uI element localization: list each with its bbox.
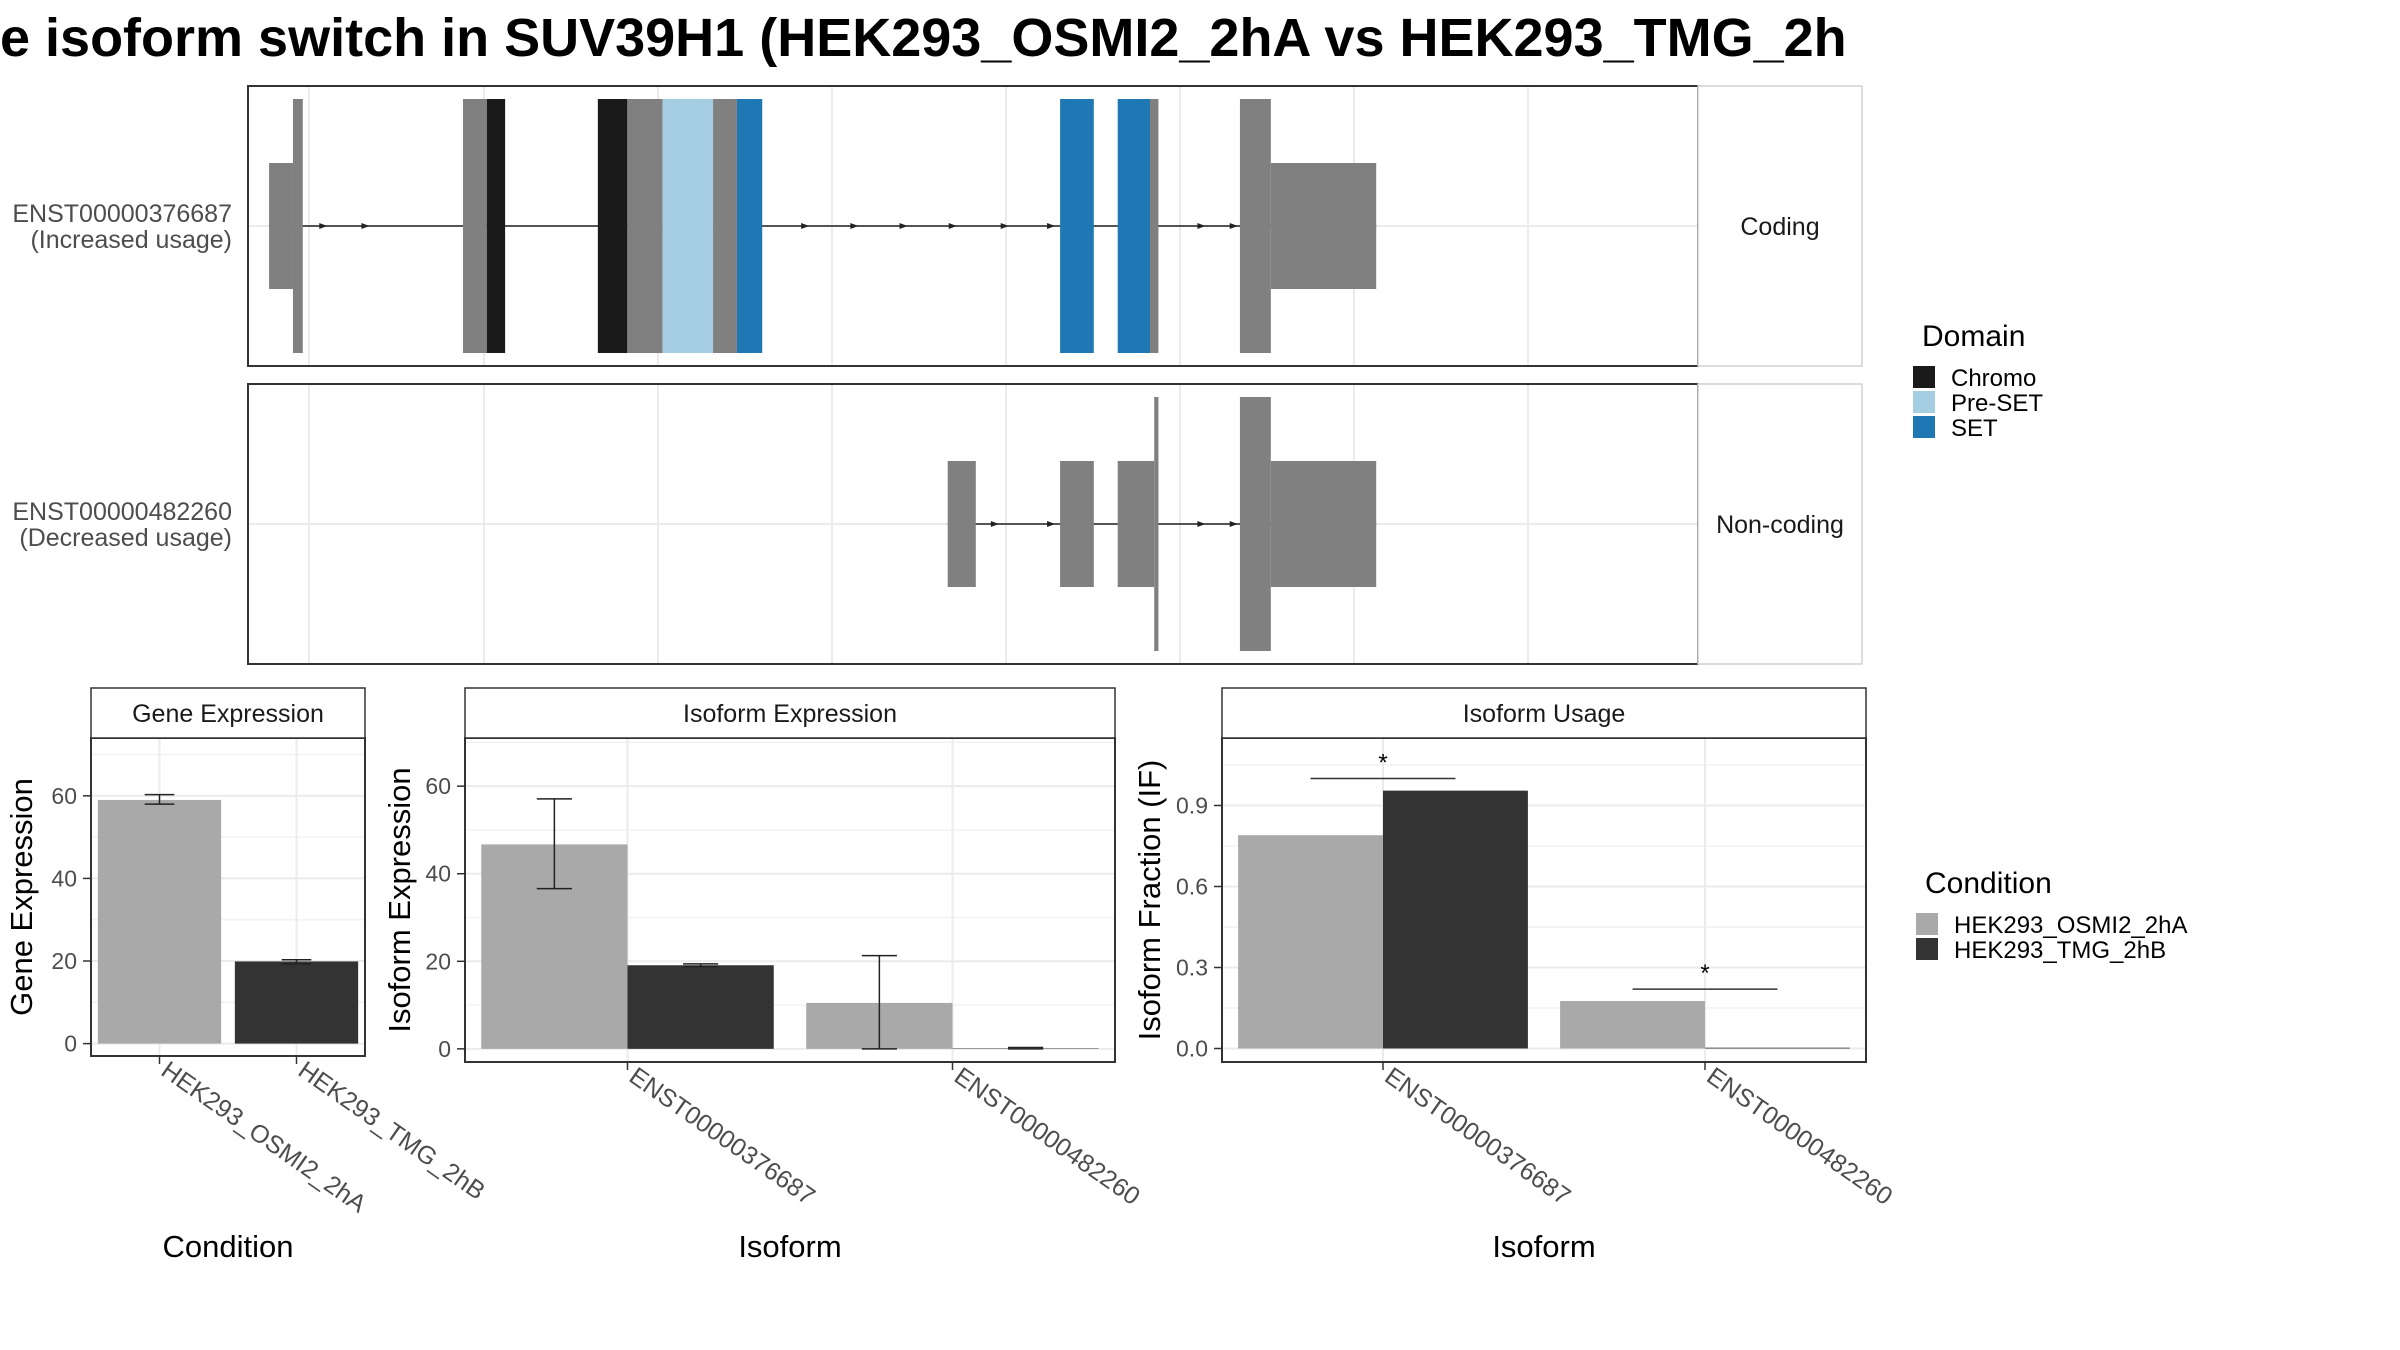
transcript-usage-label: (Decreased usage) — [19, 524, 232, 552]
x-tick-label: ENST00000376687 — [624, 1062, 820, 1211]
intron-arrow — [850, 223, 859, 229]
legend-label-chromo: Chromo — [1951, 365, 2036, 392]
x-axis-title: Condition — [163, 1229, 294, 1264]
gene-expression-chart: Gene Expression0204060HEK293_OSMI2_2hAHE… — [4, 687, 490, 1264]
y-tick-label: 20 — [425, 948, 451, 974]
y-tick-label: 20 — [51, 948, 77, 974]
intron-arrow — [1229, 223, 1238, 229]
y-tick-label: 0.6 — [1176, 874, 1208, 900]
legend-key-osmi2 — [1916, 913, 1938, 935]
exon — [713, 99, 737, 353]
facet-strip — [464, 687, 1116, 739]
bar — [1238, 835, 1383, 1049]
facet-label: Coding — [1740, 213, 1819, 241]
legend-label-preset: Pre-SET — [1951, 390, 2043, 417]
exon-domain-set — [736, 99, 763, 353]
y-tick-label: 0.3 — [1176, 955, 1208, 981]
exon-domain-preset — [662, 99, 714, 353]
y-axis-title: Gene Expression — [4, 778, 39, 1016]
facet-strip — [1697, 85, 1863, 367]
bar — [1560, 1000, 1705, 1049]
exon — [1154, 397, 1159, 651]
domain-legend: Domain Chromo Pre-SET SET — [1913, 320, 2043, 442]
intron-arrow — [1047, 521, 1056, 527]
x-tick-label: ENST00000482260 — [949, 1062, 1145, 1211]
chart-title: Gene Expression — [132, 700, 324, 728]
transcript-id-label: ENST00000376687 — [12, 200, 232, 228]
significance-marker: * — [1700, 960, 1709, 987]
exon — [1270, 461, 1377, 587]
legend-label-tmg: HEK293_TMG_2hB — [1954, 937, 2166, 964]
bar — [627, 965, 774, 1049]
intron-arrow — [1000, 223, 1009, 229]
bar — [97, 799, 222, 1044]
intron-arrow — [1229, 521, 1238, 527]
transcript-structure-panel: Coding ENST00000376687(Increased usage) No… — [12, 85, 1863, 665]
y-tick-label: 0.9 — [1176, 793, 1208, 819]
exon — [269, 163, 293, 289]
intron-arrow — [361, 223, 370, 229]
intron-arrow — [319, 223, 328, 229]
figure-title: e isoform switch in SUV39H1 (HEK293_OSMI… — [0, 8, 1847, 68]
isoform-usage-chart: * * Isoform Usage 0.0 0.3 0.6 0.9 ENST000003766… — [1132, 687, 1898, 1264]
x-tick-label: ENST00000482260 — [1702, 1062, 1898, 1211]
y-tick-label: 40 — [51, 865, 77, 891]
exon — [1239, 99, 1271, 353]
y-tick-label: 40 — [425, 861, 451, 887]
facet-strip — [1221, 687, 1867, 739]
condition-legend-title: Condition — [1925, 867, 2052, 900]
facet-strip — [1697, 383, 1863, 665]
y-axis-title: Isoform Fraction (IF) — [1132, 760, 1167, 1041]
intron-arrow — [1047, 223, 1056, 229]
exon — [1239, 397, 1271, 651]
transcript-usage-label: (Increased usage) — [30, 226, 232, 254]
isoform-expression-chart: Isoform Expression 0 20 40 60 ENST00000376687… — [382, 687, 1145, 1264]
exon — [627, 99, 663, 353]
bar — [234, 961, 359, 1044]
exon — [1117, 461, 1155, 587]
condition-legend: Condition HEK293_OSMI2_2hA HEK293_TMG_2h… — [1916, 867, 2187, 964]
exon-domain-set — [1117, 99, 1151, 353]
bar — [1705, 1047, 1850, 1049]
legend-key-tmg — [1916, 938, 1938, 960]
y-axis-title: Isoform Expression — [382, 767, 417, 1032]
domain-legend-title: Domain — [1922, 320, 2025, 353]
facet-label: Non-coding — [1716, 511, 1844, 539]
y-tick-label: 0 — [64, 1031, 77, 1057]
exon — [947, 461, 976, 587]
y-tick-label: 60 — [425, 773, 451, 799]
y-tick-label: 0 — [438, 1036, 451, 1062]
exon-domain-chromo — [597, 99, 628, 353]
transcript-id-label: ENST00000482260 — [12, 498, 232, 526]
x-axis-title: Isoform — [738, 1229, 841, 1264]
exon — [292, 99, 303, 353]
legend-key-chromo — [1913, 366, 1935, 388]
legend-label-set: SET — [1951, 415, 1998, 442]
y-tick-label: 0.0 — [1176, 1036, 1208, 1062]
legend-key-preset — [1913, 391, 1935, 413]
exon — [462, 99, 487, 353]
significance-marker: * — [1378, 750, 1387, 777]
exon-domain-set — [1060, 99, 1094, 353]
exon — [1060, 461, 1094, 587]
y-tick-label: 60 — [51, 783, 77, 809]
legend-key-set — [1913, 416, 1935, 438]
intron-arrow — [1197, 521, 1206, 527]
intron-arrow — [990, 521, 999, 527]
exon — [1270, 163, 1377, 289]
intron-arrow — [899, 223, 908, 229]
chart-title: Isoform Usage — [1463, 700, 1626, 728]
bar — [1383, 790, 1528, 1049]
x-tick-label: ENST00000376687 — [1380, 1062, 1576, 1211]
intron-arrow — [948, 223, 957, 229]
exon — [1150, 99, 1159, 353]
intron-arrow — [801, 223, 810, 229]
chart-title: Isoform Expression — [683, 700, 897, 728]
x-axis-title: Isoform — [1492, 1229, 1595, 1264]
legend-label-osmi2: HEK293_OSMI2_2hA — [1954, 912, 2187, 939]
intron-arrow — [1197, 223, 1206, 229]
facet-strip — [90, 687, 366, 739]
exon-domain-chromo — [486, 99, 506, 353]
